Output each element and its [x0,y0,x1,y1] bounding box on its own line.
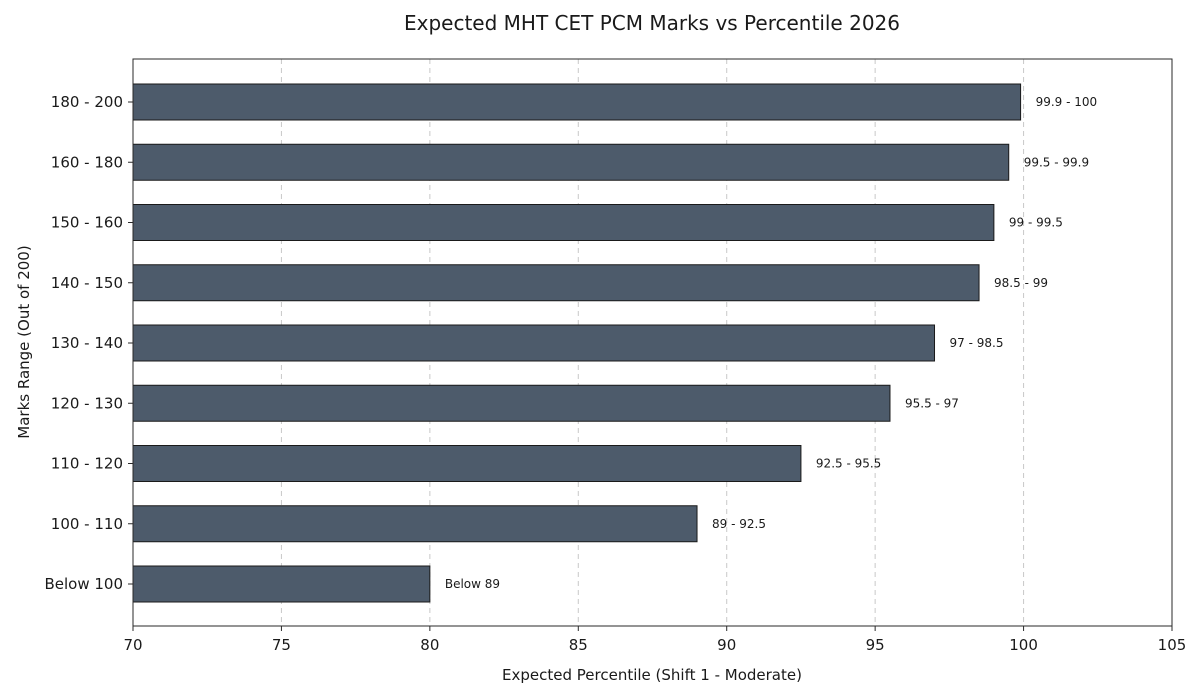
y-tick-label-1: 160 - 180 [51,153,123,171]
y-tick-label-6: 110 - 120 [51,455,123,473]
x-tick-label-100: 100 [1009,636,1038,654]
data-labels: 99.9 - 100 99.5 - 99.9 99 - 99.5 98.5 - 99 9… [445,95,1097,591]
y-tick-label-2: 150 - 160 [51,214,123,232]
x-tick-label-85: 85 [569,636,588,654]
bar-2 [132,204,995,241]
data-label-1: 99.5 - 99.9 [1024,155,1089,169]
bar-4 [132,324,936,362]
x-tick-label-75: 75 [272,636,291,654]
data-label-8: Below 89 [445,577,500,591]
bar-0 [132,83,1022,121]
data-label-3: 98.5 - 99 [994,276,1048,290]
y-tick-label-4: 130 - 140 [51,334,123,352]
y-tick-label-3: 140 - 150 [51,274,123,292]
bar-6 [132,445,802,482]
x-tick-label-90: 90 [717,636,736,654]
bar-5 [132,384,891,422]
data-label-4: 97 - 98.5 [950,336,1004,350]
bar-1 [132,143,1010,181]
y-axis-ticks: 180 - 200 160 - 180 150 - 160 140 - 150 130 … [44,93,133,593]
bar-3 [132,264,980,302]
data-label-0: 99.9 - 100 [1036,95,1098,109]
data-label-6: 92.5 - 95.5 [816,457,881,471]
x-tick-label-95: 95 [866,636,885,654]
x-axis-label: Expected Percentile (Shift 1 - Moderate) [502,666,802,684]
x-axis-ticks: 70 75 80 85 90 95 100 105 [123,626,1186,654]
bars [132,83,1022,603]
y-tick-label-0: 180 - 200 [51,93,123,111]
data-label-7: 89 - 92.5 [712,517,766,531]
bar-8 [132,565,431,603]
y-tick-label-8: Below 100 [44,575,123,593]
chart-title: Expected MHT CET PCM Marks vs Percentile… [404,11,900,35]
y-tick-label-5: 120 - 130 [51,394,123,412]
bar-7 [132,505,698,543]
y-tick-label-7: 100 - 110 [51,515,123,533]
x-tick-label-105: 105 [1158,636,1187,654]
data-label-2: 99 - 99.5 [1009,216,1063,230]
x-tick-label-80: 80 [420,636,439,654]
data-label-5: 95.5 - 97 [905,396,959,410]
y-axis-label: Marks Range (Out of 200) [15,245,33,438]
x-tick-label-70: 70 [123,636,142,654]
